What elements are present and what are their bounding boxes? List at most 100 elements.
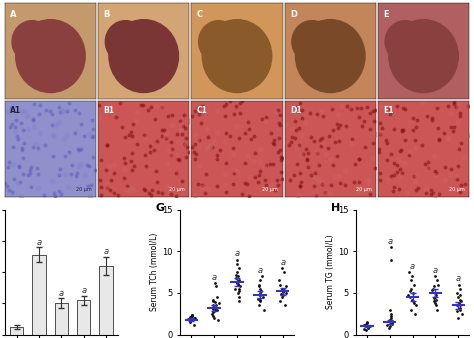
Point bbox=[222, 189, 229, 194]
Point bbox=[229, 181, 237, 187]
Circle shape bbox=[109, 20, 179, 93]
Point bbox=[334, 112, 341, 117]
Point bbox=[430, 284, 438, 289]
Point bbox=[173, 131, 181, 137]
Point bbox=[233, 269, 241, 275]
Point bbox=[55, 120, 63, 125]
Point bbox=[376, 103, 383, 108]
Point bbox=[452, 104, 460, 110]
Point bbox=[57, 191, 64, 197]
Point bbox=[105, 164, 113, 169]
Point bbox=[172, 171, 180, 176]
Point bbox=[233, 104, 240, 109]
Point bbox=[145, 190, 153, 196]
Point bbox=[188, 313, 196, 318]
Point bbox=[212, 284, 220, 289]
Point bbox=[360, 119, 367, 124]
Point bbox=[148, 188, 156, 193]
Point bbox=[275, 135, 283, 141]
Point bbox=[35, 185, 42, 191]
Point bbox=[313, 193, 320, 198]
Point bbox=[178, 179, 185, 184]
Point bbox=[96, 178, 104, 183]
Point bbox=[278, 176, 285, 181]
Point bbox=[312, 191, 320, 196]
Text: 20 μm: 20 μm bbox=[169, 187, 185, 192]
Point bbox=[210, 315, 218, 321]
Point bbox=[121, 134, 128, 140]
Point bbox=[165, 147, 173, 152]
Text: a: a bbox=[81, 286, 86, 295]
Point bbox=[109, 190, 117, 195]
Point bbox=[314, 111, 321, 116]
Point bbox=[137, 102, 145, 107]
Point bbox=[356, 180, 363, 185]
Point bbox=[406, 149, 414, 155]
Point bbox=[74, 146, 82, 151]
Point bbox=[130, 187, 137, 193]
Point bbox=[413, 117, 420, 122]
Point bbox=[238, 98, 246, 104]
Point bbox=[329, 162, 337, 168]
Point bbox=[456, 189, 464, 195]
Point bbox=[48, 112, 56, 117]
Point bbox=[236, 278, 243, 283]
Point bbox=[297, 132, 305, 138]
Point bbox=[56, 109, 64, 115]
Text: a: a bbox=[257, 266, 263, 275]
Point bbox=[213, 108, 220, 114]
Point bbox=[185, 118, 192, 124]
Point bbox=[280, 289, 287, 295]
Point bbox=[31, 101, 38, 106]
Point bbox=[304, 164, 312, 170]
Point bbox=[213, 129, 220, 135]
Point bbox=[195, 112, 203, 117]
Point bbox=[80, 133, 88, 139]
Point bbox=[211, 308, 219, 313]
Point bbox=[229, 151, 237, 157]
Point bbox=[287, 139, 294, 144]
Point bbox=[354, 188, 362, 193]
Point bbox=[387, 311, 395, 316]
Point bbox=[235, 281, 242, 287]
Point bbox=[278, 286, 285, 292]
Point bbox=[263, 182, 270, 187]
Point bbox=[128, 133, 136, 139]
Point bbox=[17, 179, 24, 184]
Point bbox=[256, 293, 264, 298]
Point bbox=[322, 151, 330, 156]
Point bbox=[455, 294, 462, 300]
Point bbox=[255, 282, 263, 287]
Text: a: a bbox=[235, 249, 239, 258]
Point bbox=[319, 136, 326, 141]
Point bbox=[456, 305, 464, 311]
Point bbox=[14, 136, 21, 141]
Point bbox=[456, 286, 464, 292]
Point bbox=[162, 135, 170, 141]
Point bbox=[189, 144, 196, 150]
Point bbox=[272, 109, 279, 114]
Point bbox=[234, 279, 242, 284]
Point bbox=[188, 316, 195, 321]
Text: D: D bbox=[290, 10, 297, 19]
Point bbox=[382, 137, 390, 143]
Point bbox=[317, 138, 324, 143]
Point bbox=[153, 179, 161, 185]
Point bbox=[118, 125, 126, 130]
Point bbox=[285, 142, 293, 148]
Point bbox=[236, 265, 243, 271]
Point bbox=[436, 137, 443, 142]
Point bbox=[269, 141, 276, 146]
Point bbox=[147, 192, 155, 197]
Point bbox=[102, 187, 110, 192]
Point bbox=[389, 188, 397, 193]
Point bbox=[229, 145, 237, 150]
Point bbox=[216, 147, 223, 152]
Point bbox=[5, 160, 13, 165]
Text: a: a bbox=[387, 237, 392, 246]
Point bbox=[383, 322, 391, 327]
Point bbox=[371, 107, 379, 113]
Point bbox=[164, 113, 172, 119]
Point bbox=[174, 139, 182, 145]
Point bbox=[376, 171, 383, 176]
